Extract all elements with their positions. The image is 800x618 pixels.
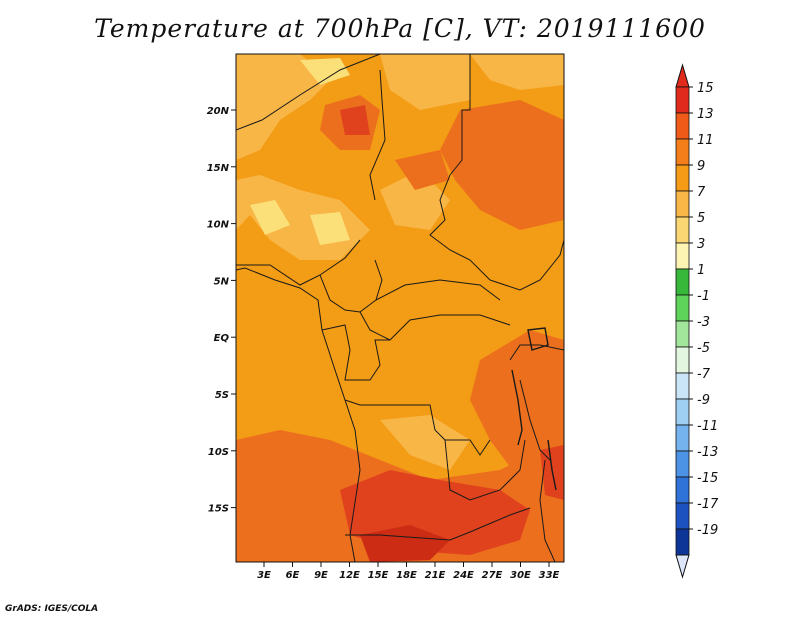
lon-tick-label: 6E: [286, 570, 300, 581]
colorbar-segment: [675, 242, 690, 270]
lat-tick-label: 5N: [214, 276, 230, 287]
colorbar-label: 11: [697, 133, 714, 148]
field-13-15-core: [360, 525, 450, 562]
colorbar-segment: [675, 528, 690, 556]
field-7-9-angola: [380, 415, 470, 470]
country-borders: [236, 54, 564, 562]
colorbar-segment: [675, 164, 690, 192]
colorbar-top-arrow: [675, 63, 690, 88]
border-lakes: [509, 344, 564, 361]
field-5-7-a: [300, 58, 350, 85]
map-frame: [235, 53, 565, 563]
colorbar-label: -17: [697, 497, 719, 512]
colorbar-segment: [675, 476, 690, 504]
field-7-9-ne: [470, 54, 564, 90]
colorbar-label: -15: [697, 471, 718, 486]
field-11-13-chad: [395, 150, 450, 190]
lat-tick-label: 10S: [208, 447, 229, 458]
field-5-7-c: [310, 212, 350, 245]
border-tanzania: [519, 379, 551, 461]
colorbar-segment: [675, 268, 690, 296]
colorbar-segment: [675, 502, 690, 530]
lon-tick-label: 18E: [396, 570, 417, 581]
border-mozambique: [539, 459, 556, 562]
colorbar-segment: [675, 450, 690, 478]
colorbar-label: 7: [697, 185, 706, 200]
map-title: Temperature at 700hPa [C], VT: 201911160…: [94, 14, 706, 43]
lat-tick-label: 15S: [208, 504, 229, 515]
field-7-9-north: [236, 54, 330, 160]
coastline-west: [236, 267, 361, 562]
colorbar-segment: [675, 112, 690, 140]
field-13-15-north: [340, 105, 370, 135]
lon-tick-label: 33E: [539, 570, 560, 581]
lon-tick-label: 15E: [368, 570, 389, 581]
colorbar-segment: [675, 190, 690, 218]
border-drc-angola: [344, 399, 491, 456]
colorbar-segment: [675, 372, 690, 400]
border-sahara-line: [236, 54, 381, 131]
colorbar-label: -11: [697, 419, 718, 434]
lat-tick-label: 5S: [215, 390, 229, 401]
colorbar-label: -3: [697, 315, 710, 330]
field-5-7-b: [250, 200, 290, 235]
border-car: [375, 279, 501, 301]
colorbar-label: 3: [697, 237, 705, 252]
lon-tick-label: 3E: [257, 570, 271, 581]
colorbar-label: 5: [697, 211, 705, 226]
field-11-13-lakes: [470, 330, 564, 480]
colorbar-bottom-arrow: [675, 554, 690, 579]
border-niger-chad: [369, 69, 386, 201]
colorbar-segment: [675, 424, 690, 452]
lake-victoria: [527, 327, 549, 351]
field-7-9-sahara: [380, 54, 470, 110]
border-drc-north: [359, 311, 511, 341]
colorbar-segment: [675, 346, 690, 374]
field-11-13-ne-strip: [510, 130, 564, 175]
lat-tick-label: 15N: [207, 163, 230, 174]
temperature-field: [236, 54, 564, 562]
lon-tick-label: 24E: [453, 570, 474, 581]
border-west-africa: [236, 239, 361, 286]
colorbar-label: -5: [697, 341, 710, 356]
colorbar-segment: [675, 294, 690, 322]
lon-tick-label: 27E: [482, 570, 503, 581]
colorbar-segment: [675, 216, 690, 244]
colorbar-label: 13: [697, 107, 714, 122]
colorbar-label: 15: [697, 81, 714, 96]
border-chad-sudan: [429, 174, 491, 281]
lon-tick-label: 12E: [339, 570, 360, 581]
colorbar-label: -9: [697, 393, 710, 408]
latitude-axis: 20N 15N 10N 5N EQ 5S 10S 15S: [207, 106, 236, 515]
lake-malawi: [547, 439, 557, 491]
grads-credit: GrADS: IGES/COLA: [5, 604, 99, 614]
colorbar-segment: [675, 398, 690, 426]
colorbar-segment: [675, 138, 690, 166]
colorbar-label: -19: [697, 523, 718, 538]
border-libya-sudan: [449, 54, 471, 176]
colorbar-label: -7: [697, 367, 711, 382]
border-gabon-congo: [321, 324, 390, 381]
colorbar-label: 9: [697, 159, 705, 174]
colorbar-segment: [675, 320, 690, 348]
colorbar-label: -13: [697, 445, 718, 460]
border-angola-namibia: [345, 507, 531, 541]
colorbar: 15 13 11 9 7 5 3 1 -1 -3 -5 -7 -9 -11 -13 -15 -17 -19: [675, 63, 719, 579]
lon-tick-label: 9E: [314, 570, 328, 581]
lat-tick-label: 10N: [207, 220, 230, 231]
lat-tick-label: EQ: [214, 333, 230, 344]
lon-tick-label: 30E: [510, 570, 531, 581]
longitude-axis: 3E 6E 9E 12E 15E 18E 21E 24E 27E 30E 33E: [257, 562, 560, 581]
field-11-13-sudan: [440, 100, 564, 230]
lat-tick-label: 20N: [207, 106, 230, 117]
border-sudan-ethiopia: [489, 239, 564, 291]
border-zambia: [444, 439, 526, 501]
colorbar-label: 1: [697, 263, 705, 278]
colorbar-segment: [675, 86, 690, 114]
colorbar-label: -1: [697, 289, 710, 304]
lon-tick-label: 21E: [425, 570, 446, 581]
lake-tanganyika: [511, 369, 523, 446]
